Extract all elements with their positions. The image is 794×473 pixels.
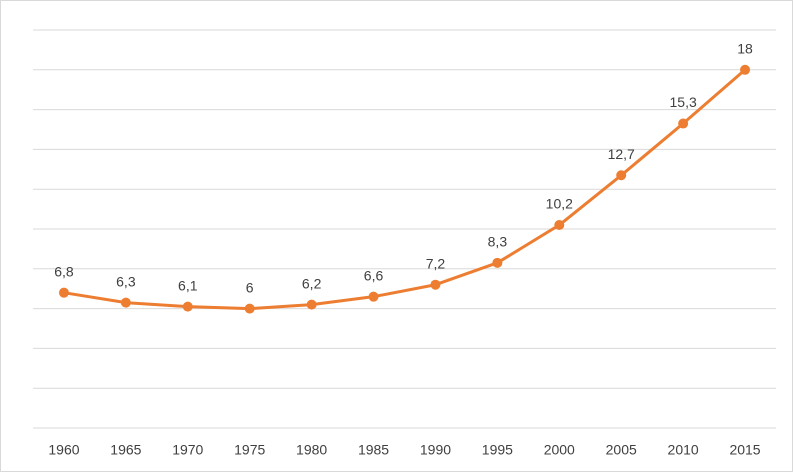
point [616, 170, 627, 181]
data-label: 6,6 [364, 267, 384, 283]
x-tick-label: 1990 [420, 442, 451, 458]
x-tick-label: 1995 [482, 442, 513, 458]
data-label: 7,2 [426, 255, 446, 271]
x-tick-label: 2015 [729, 442, 760, 458]
point [120, 297, 131, 308]
data-label: 6 [246, 279, 254, 295]
point [492, 257, 503, 268]
data-label: 12,7 [608, 146, 635, 162]
data-label: 6,2 [302, 275, 322, 291]
point [182, 301, 193, 312]
point [306, 299, 317, 310]
point [58, 287, 69, 298]
line [63, 68, 747, 311]
point [740, 64, 751, 75]
x-tick-label: 2000 [544, 442, 575, 458]
x-tick-label: 1965 [110, 442, 141, 458]
data-label: 8,3 [488, 234, 508, 250]
x-tick-label: 2005 [606, 442, 637, 458]
x-tick-label: 1960 [48, 442, 79, 458]
data-label: 10,2 [546, 196, 573, 212]
point [678, 118, 689, 129]
x-tick-label: 1985 [358, 442, 389, 458]
data-label: 18 [737, 41, 753, 57]
x-tick-label: 1980 [296, 442, 327, 458]
x-tick-label: 1970 [172, 442, 203, 458]
x-tick-label: 1975 [234, 442, 265, 458]
data-label: 6,1 [178, 277, 198, 293]
data-label: 6,3 [116, 273, 136, 289]
point [368, 291, 379, 302]
point [244, 303, 255, 314]
point [554, 220, 565, 231]
x-tick-label: 2010 [668, 442, 699, 458]
data-label: 6,8 [54, 263, 74, 279]
data-label: 15,3 [670, 94, 697, 110]
point [430, 279, 441, 290]
